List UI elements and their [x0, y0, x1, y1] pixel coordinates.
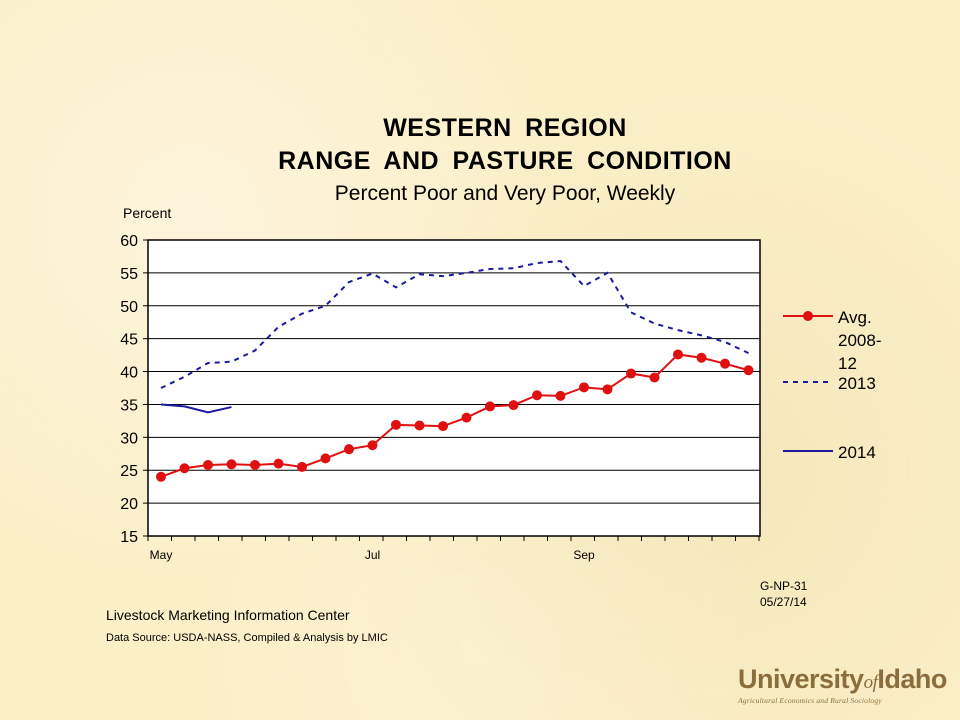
series-avg-point — [438, 421, 448, 432]
series-avg-point — [555, 390, 566, 401]
series-2013-line — [160, 260, 749, 389]
y-axis-label: Percent — [123, 205, 172, 221]
series-avg-point — [461, 412, 472, 423]
series-avg-point — [203, 459, 213, 470]
x-tick-label: May — [150, 548, 173, 562]
y-tick-label: 30 — [120, 430, 138, 447]
series-avg-point — [320, 453, 331, 464]
legend-avg-label: Avg. — [838, 308, 872, 327]
plot-area — [147, 239, 761, 537]
legend-2014-label: 2014 — [838, 443, 876, 462]
logo-wordmark: UniversityofIdaho — [738, 664, 947, 694]
chart-title-line2: RANGE AND PASTURE CONDITION — [278, 147, 732, 175]
y-tick-label: 15 — [120, 529, 138, 546]
logo-tagline: Agricultural Economics and Rural Sociolo… — [738, 696, 882, 705]
series-avg-point — [602, 384, 613, 395]
series-avg-point — [720, 358, 730, 369]
chart-date: 05/27/14 — [760, 595, 807, 609]
series-avg-point — [485, 401, 495, 412]
series-avg-point — [579, 382, 589, 393]
series-avg-point — [673, 349, 683, 360]
legend-avg-label: 2008- — [838, 331, 881, 350]
series-avg-point — [179, 463, 190, 474]
y-tick-label: 60 — [120, 233, 138, 250]
university-logo: UniversityofIdaho Agricultural Economics… — [738, 664, 947, 705]
y-tick-label: 20 — [120, 496, 138, 513]
series-avg-point — [273, 458, 284, 469]
series-avg-point — [344, 444, 354, 455]
series-avg-point — [696, 352, 707, 363]
series-avg-point — [508, 400, 519, 411]
series-avg-point — [226, 459, 237, 470]
y-tick-label: 50 — [120, 299, 138, 316]
legend-2013-label: 2013 — [838, 374, 876, 393]
series-avg-point — [414, 420, 425, 431]
y-tick-label: 55 — [120, 266, 138, 283]
chart-code: G-NP-31 — [760, 579, 808, 593]
source-organization: Livestock Marketing Information Center — [106, 607, 350, 623]
y-tick-label: 35 — [120, 397, 138, 414]
series-2014-line — [160, 403, 232, 414]
series-avg-point — [297, 461, 307, 472]
chart-subtitle: Percent Poor and Very Poor, Weekly — [334, 182, 676, 205]
x-tick-label: Jul — [365, 548, 380, 562]
y-tick-label: 40 — [120, 365, 138, 382]
series-avg-point — [391, 419, 401, 430]
series-avg-point — [250, 459, 260, 470]
legend-avg-marker — [803, 311, 813, 321]
series-avg-point — [649, 372, 660, 383]
data-source-note: Data Source: USDA-NASS, Compiled & Analy… — [106, 632, 388, 644]
legend-avg-label: 12 — [838, 354, 857, 373]
x-tick-label: Sep — [573, 548, 595, 562]
series-avg-point — [743, 365, 754, 376]
series-avg-point — [367, 440, 378, 451]
series-avg-point — [626, 368, 636, 379]
chart-title-line1: WESTERN REGION — [383, 114, 627, 142]
y-tick-label: 45 — [120, 332, 138, 349]
series-avg-point — [156, 471, 166, 482]
y-tick-label: 25 — [120, 463, 138, 480]
series-avg-point — [532, 390, 542, 401]
